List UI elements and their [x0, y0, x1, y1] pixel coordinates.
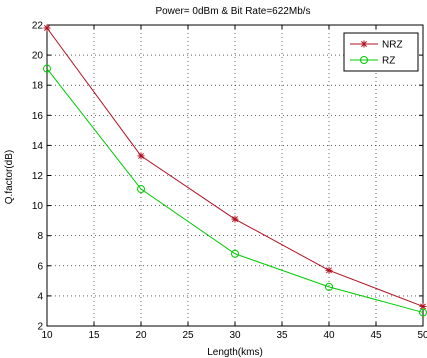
data-point-nrz — [231, 215, 239, 223]
x-tick-label: 35 — [276, 330, 288, 341]
series-layer — [43, 24, 427, 317]
x-tick-label: 50 — [417, 330, 427, 341]
legend-box — [343, 32, 419, 72]
y-tick-label: 6 — [37, 261, 43, 272]
y-tick-label: 4 — [37, 291, 43, 302]
data-point-nrz — [419, 302, 427, 310]
x-tick-label: 10 — [41, 330, 53, 341]
legend: NRZ RZ — [343, 32, 419, 72]
y-axis-title: Q.factor(dB) — [4, 150, 15, 204]
x-tick-label: 30 — [229, 330, 241, 341]
data-point-rz — [137, 185, 145, 194]
data-point-rz — [43, 64, 51, 73]
y-tick-label: 20 — [32, 51, 44, 62]
data-point-rz — [231, 249, 239, 258]
legend-label-nrz: NRZ — [382, 40, 403, 51]
chart-title: Power= 0dBm & Bit Rate=622Mb/s — [155, 6, 310, 17]
x-tick-label: 20 — [135, 330, 147, 341]
y-tick-label: 12 — [32, 171, 44, 182]
data-point-nrz — [43, 24, 51, 32]
x-tick-label: 15 — [88, 330, 100, 341]
series-line-rz — [46, 68, 424, 313]
y-tick-label: 16 — [32, 111, 44, 122]
y-tick-label: 18 — [32, 81, 44, 92]
y-tick-label: 10 — [32, 201, 44, 212]
axis-ticks: 10 15 20 25 30 35 40 45 50 2 4 6 8 10 12 14 16 18 20 22 — [32, 21, 427, 342]
data-point-nrz — [325, 266, 333, 274]
y-tick-label: 8 — [37, 231, 43, 242]
y-tick-label: 2 — [37, 322, 43, 333]
x-tick-label: 25 — [182, 330, 194, 341]
legend-label-rz: RZ — [382, 56, 395, 67]
x-tick-label: 40 — [323, 330, 335, 341]
x-axis-title: Length(kms) — [207, 347, 263, 358]
grid — [47, 25, 423, 326]
y-tick-label: 22 — [32, 21, 44, 32]
data-point-rz — [325, 282, 333, 291]
data-point-nrz — [137, 152, 145, 160]
legend-marker-nrz — [360, 40, 368, 48]
y-tick-label: 14 — [32, 141, 44, 152]
legend-marker-rz — [360, 56, 368, 64]
x-tick-label: 45 — [370, 330, 382, 341]
